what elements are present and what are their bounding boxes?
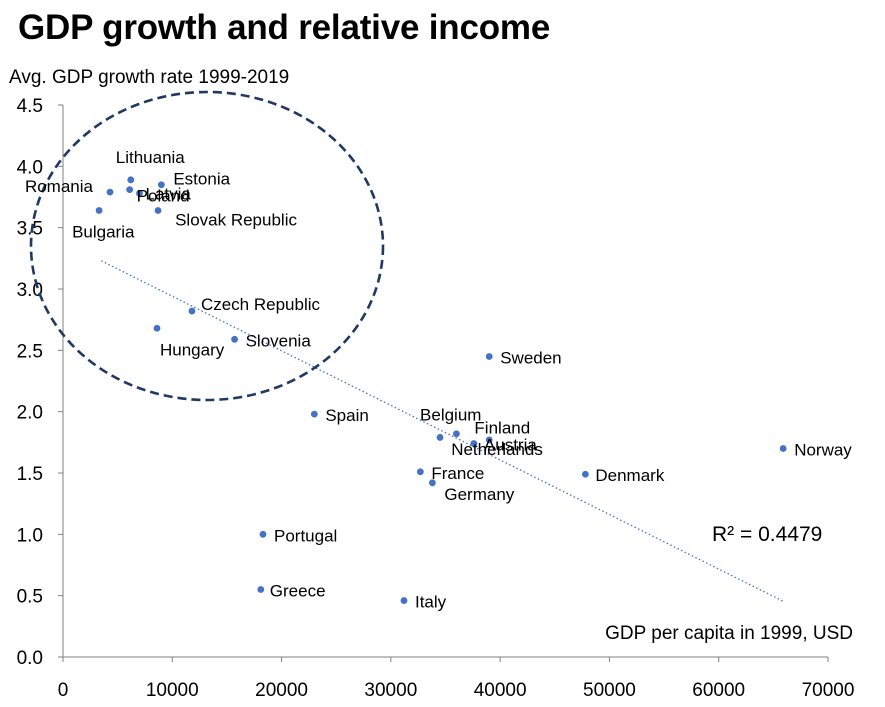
point-label-slovak-republic: Slovak Republic — [175, 210, 297, 229]
point-denmark — [581, 470, 589, 478]
point-label-denmark: Denmark — [595, 466, 664, 485]
points-layer — [95, 176, 787, 604]
x-tick-label: 70000 — [802, 680, 855, 701]
point-hungary — [153, 324, 161, 332]
point-poland — [126, 186, 134, 194]
y-axis-label: Avg. GDP growth rate 1999-2019 — [9, 67, 289, 88]
x-tick-label: 20000 — [255, 680, 308, 701]
point-portugal — [259, 530, 267, 538]
point-label-estonia: Estonia — [173, 170, 230, 189]
point-romania — [106, 188, 114, 196]
point-label-germany: Germany — [444, 485, 514, 504]
y-tick-label: 4.0 — [17, 157, 43, 178]
point-label-slovenia: Slovenia — [246, 331, 312, 350]
y-tick-label: 0.0 — [17, 648, 43, 669]
x-tick-label: 0 — [58, 680, 69, 701]
x-tick-label: 10000 — [146, 680, 199, 701]
highlight-layer — [29, 90, 385, 402]
point-latvia — [136, 189, 143, 197]
x-tick-label: 50000 — [583, 680, 636, 701]
point-czech-republic — [188, 307, 196, 315]
point-label-hungary: Hungary — [160, 340, 225, 359]
point-label-romania: Romania — [25, 177, 94, 196]
point-label-austria: Austria — [484, 436, 537, 455]
y-tick-label: 0.5 — [17, 587, 43, 608]
point-label-france: France — [431, 464, 484, 483]
point-germany — [428, 479, 436, 487]
point-italy — [400, 597, 408, 604]
x-tick-label: 60000 — [692, 680, 745, 701]
point-lithuania — [127, 176, 135, 184]
point-sweden — [485, 353, 493, 360]
x-tick-label: 40000 — [474, 680, 527, 701]
point-slovak-republic — [154, 207, 162, 214]
y-tick-label: 3.5 — [17, 219, 43, 240]
point-label-lithuania: Lithuania — [116, 148, 186, 167]
point-label-portugal: Portugal — [274, 526, 337, 545]
point-austria — [470, 440, 478, 447]
y-tick-label: 1.5 — [17, 464, 43, 485]
point-france — [416, 468, 424, 476]
point-label-latvia: Latvia — [146, 184, 192, 203]
y-tick-label: 2.0 — [17, 403, 43, 424]
point-label-belgium: Belgium — [420, 405, 481, 424]
y-tick-label: 3.0 — [17, 280, 43, 301]
trendline — [100, 260, 785, 603]
y-tick-label: 1.0 — [17, 525, 43, 546]
point-bulgaria — [95, 207, 103, 214]
y-tick-label: 4.5 — [17, 96, 43, 117]
point-label-sweden: Sweden — [500, 348, 561, 367]
highlight-ellipse — [29, 90, 385, 402]
point-finland — [453, 430, 460, 438]
chart-title: GDP growth and relative income — [18, 8, 551, 47]
point-slovenia — [231, 335, 238, 343]
point-labels-layer: Lithuania Estonia Romania LatviaPolandBulga… — [25, 148, 852, 612]
r-squared-label: R² = 0.4479 — [712, 523, 822, 546]
point-label-greece: Greece — [270, 582, 326, 601]
x-tick-label: 30000 — [364, 680, 417, 701]
point-label-spain: Spain — [325, 406, 368, 425]
point-label-netherlands: Netherlands — [451, 440, 543, 459]
x-axis-label: GDP per capita in 1999, USD — [605, 623, 853, 644]
point-label-poland: Poland — [137, 187, 190, 206]
point-label-norway: Norway — [794, 440, 852, 459]
point-netherlands — [485, 436, 493, 444]
point-label-italy: Italy — [415, 593, 447, 612]
point-norway — [779, 445, 787, 452]
y-tick-label: 2.5 — [17, 341, 43, 362]
point-greece — [257, 586, 265, 593]
trendline-layer — [100, 260, 785, 603]
point-label-finland: Finland — [474, 419, 530, 438]
point-estonia — [157, 181, 165, 189]
point-spain — [310, 410, 318, 418]
point-belgium — [436, 434, 444, 441]
point-label-bulgaria: Bulgaria — [72, 222, 135, 241]
point-label-czech-republic: Czech Republic — [201, 295, 321, 314]
